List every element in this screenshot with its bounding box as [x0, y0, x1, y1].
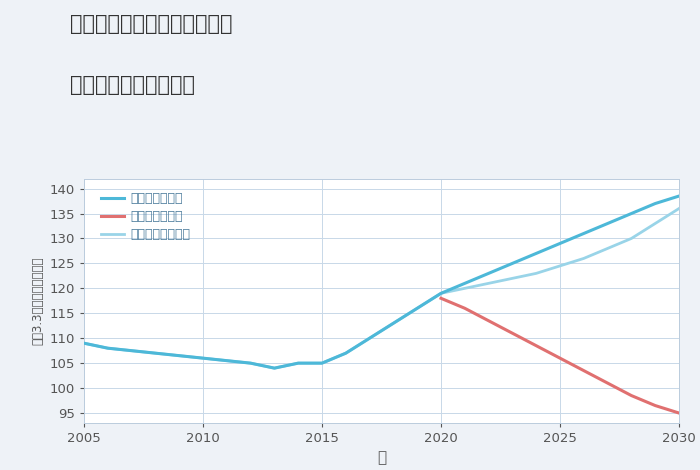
ノーマルシナリオ [151, 350, 160, 356]
ノーマルシナリオ [461, 285, 469, 291]
グッドシナリオ [461, 281, 469, 286]
グッドシナリオ [627, 211, 636, 216]
グッドシナリオ [437, 290, 445, 296]
ノーマルシナリオ [508, 275, 517, 281]
ノーマルシナリオ [651, 221, 659, 227]
ノーマルシナリオ [603, 246, 612, 251]
グッドシナリオ [104, 345, 112, 351]
グッドシナリオ [508, 260, 517, 266]
ノーマルシナリオ [413, 306, 421, 311]
グッドシナリオ [80, 340, 88, 346]
ノーマルシナリオ [365, 336, 374, 341]
バッドシナリオ [437, 296, 445, 301]
ノーマルシナリオ [175, 353, 183, 359]
Line: グッドシナリオ: グッドシナリオ [84, 196, 679, 368]
バッドシナリオ [675, 410, 683, 416]
グッドシナリオ [580, 231, 588, 236]
バッドシナリオ [627, 393, 636, 399]
グッドシナリオ [556, 241, 564, 246]
グッドシナリオ [151, 350, 160, 356]
ノーマルシナリオ [80, 340, 88, 346]
バッドシナリオ [461, 306, 469, 311]
ノーマルシナリオ [580, 256, 588, 261]
バッドシナリオ [556, 355, 564, 361]
Legend: グッドシナリオ, バッドシナリオ, ノーマルシナリオ: グッドシナリオ, バッドシナリオ, ノーマルシナリオ [96, 187, 195, 246]
ノーマルシナリオ [627, 235, 636, 241]
ノーマルシナリオ [270, 365, 279, 371]
ノーマルシナリオ [675, 206, 683, 212]
グッドシナリオ [223, 358, 231, 363]
ノーマルシナリオ [342, 350, 350, 356]
ノーマルシナリオ [294, 360, 302, 366]
グッドシナリオ [389, 321, 398, 326]
ノーマルシナリオ [223, 358, 231, 363]
グッドシナリオ [342, 350, 350, 356]
Line: ノーマルシナリオ: ノーマルシナリオ [84, 209, 679, 368]
バッドシナリオ [580, 368, 588, 374]
X-axis label: 年: 年 [377, 451, 386, 466]
Y-axis label: 坪（3.3㎡）単価（万円）: 坪（3.3㎡）単価（万円） [31, 257, 44, 345]
グッドシナリオ [651, 201, 659, 206]
バッドシナリオ [508, 330, 517, 336]
グッドシナリオ [246, 360, 255, 366]
バッドシナリオ [603, 380, 612, 386]
ノーマルシナリオ [556, 263, 564, 269]
グッドシナリオ [675, 193, 683, 199]
バッドシナリオ [484, 318, 493, 323]
グッドシナリオ [603, 221, 612, 227]
グッドシナリオ [365, 336, 374, 341]
グッドシナリオ [175, 353, 183, 359]
Text: 中古戸建ての価格推移: 中古戸建ての価格推移 [70, 75, 195, 95]
ノーマルシナリオ [437, 290, 445, 296]
ノーマルシナリオ [104, 345, 112, 351]
グッドシナリオ [294, 360, 302, 366]
ノーマルシナリオ [199, 355, 207, 361]
グッドシナリオ [270, 365, 279, 371]
ノーマルシナリオ [484, 281, 493, 286]
バッドシナリオ [651, 403, 659, 408]
Line: バッドシナリオ: バッドシナリオ [441, 298, 679, 413]
ノーマルシナリオ [127, 348, 136, 353]
グッドシナリオ [413, 306, 421, 311]
グッドシナリオ [532, 251, 540, 256]
グッドシナリオ [484, 271, 493, 276]
ノーマルシナリオ [246, 360, 255, 366]
バッドシナリオ [532, 343, 540, 349]
ノーマルシナリオ [389, 321, 398, 326]
Text: 兵庫県西宮市甲子園三保町の: 兵庫県西宮市甲子園三保町の [70, 14, 232, 34]
ノーマルシナリオ [318, 360, 326, 366]
ノーマルシナリオ [532, 271, 540, 276]
グッドシナリオ [127, 348, 136, 353]
グッドシナリオ [318, 360, 326, 366]
グッドシナリオ [199, 355, 207, 361]
